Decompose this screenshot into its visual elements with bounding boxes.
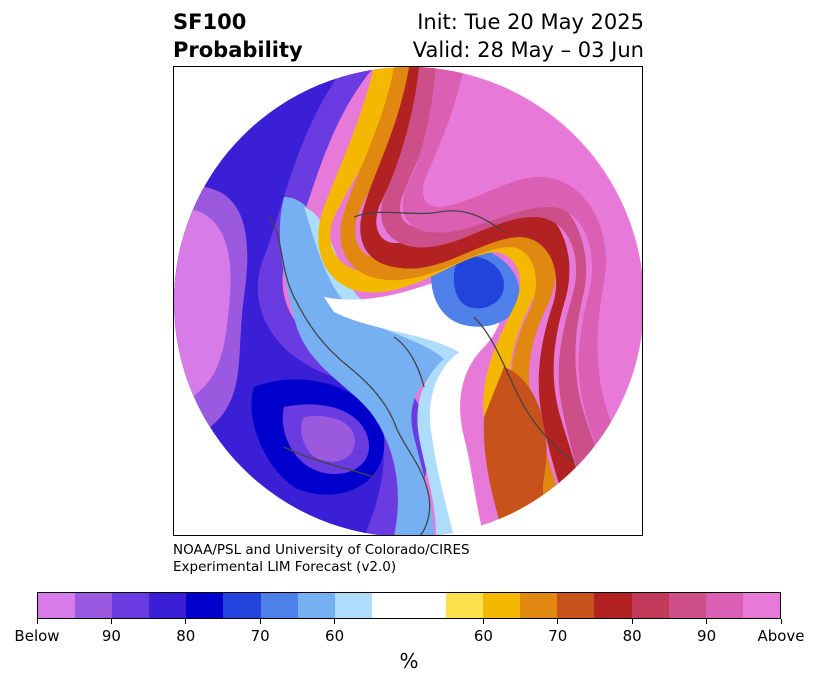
credit-line-1: NOAA/PSL and University of Colorado/CIRE… [173, 542, 470, 558]
colorbar-tick-label: 70 [548, 627, 568, 645]
colorbar-tick-label: 70 [250, 627, 270, 645]
colorbar-segment [705, 593, 743, 618]
map-graphic [174, 67, 642, 535]
colorbar-tick [706, 619, 708, 624]
colorbar-segment [112, 593, 150, 618]
colorbar-tick-label: 90 [101, 627, 121, 645]
colorbar-segment [594, 593, 632, 618]
colorbar-segment [223, 593, 261, 618]
colorbar-segment [557, 593, 595, 618]
colorbar-tick [631, 619, 633, 624]
colorbar-segment [520, 593, 558, 618]
colorbar-segment [446, 593, 484, 618]
colorbar-tick [780, 619, 782, 624]
colorbar-unit: % [399, 649, 419, 673]
colorbar-segment [668, 593, 706, 618]
colorbar-tick [185, 619, 187, 624]
colorbar-tick [259, 619, 261, 624]
credit-text: NOAA/PSL and University of Colorado/CIRE… [173, 542, 470, 576]
colorbar-segment [483, 593, 521, 618]
credit-line-2: Experimental LIM Forecast (v2.0) [173, 559, 397, 575]
colorbar-tick-label: 90 [697, 627, 717, 645]
colorbar-tick [482, 619, 484, 624]
colorbar-segment [186, 593, 224, 618]
colorbar-tick [557, 619, 559, 624]
chart-title-right: Init: Tue 20 May 2025 Valid: 28 May – 03… [413, 8, 644, 64]
colorbar-segment [149, 593, 187, 618]
colorbar-segment [38, 593, 76, 618]
colorbar-segment [297, 593, 335, 618]
colorbar-tick-label: 60 [473, 627, 493, 645]
polar-map [173, 66, 643, 536]
valid-period: Valid: 28 May – 03 Jun [412, 38, 644, 62]
colorbar-segment [260, 593, 298, 618]
product-name: SF100 [173, 10, 247, 34]
colorbar [37, 592, 781, 619]
chart-title-left: SF100 Probability [173, 8, 303, 64]
colorbar-tick-label: 60 [325, 627, 345, 645]
colorbar-segment [75, 593, 113, 618]
colorbar-segment [334, 593, 372, 618]
colorbar-segment [408, 593, 447, 618]
colorbar-tick-label: Above [757, 627, 805, 645]
colorbar-tick-label: Below [14, 627, 60, 645]
colorbar-tick [110, 619, 112, 624]
colorbar-segment [742, 593, 780, 618]
product-subtitle: Probability [173, 38, 303, 62]
colorbar-segment [371, 593, 409, 618]
colorbar-tick-label: 80 [622, 627, 642, 645]
colorbar-tick-label: 80 [176, 627, 196, 645]
init-date: Init: Tue 20 May 2025 [417, 10, 644, 34]
colorbar-segment [631, 593, 669, 618]
colorbar-tick [334, 619, 336, 624]
colorbar-tick [36, 619, 38, 624]
